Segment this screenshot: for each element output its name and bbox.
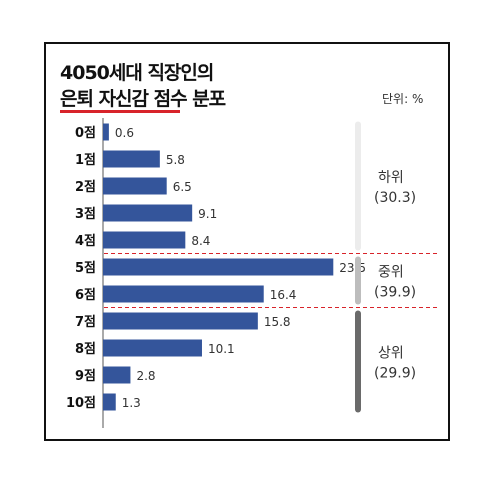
category-label: 7점 — [75, 315, 96, 330]
group-name: 하위 — [378, 170, 404, 186]
data-label: 8.4 — [191, 234, 210, 248]
bar — [103, 123, 109, 141]
chart-title-line2: 은퇴 자신감 점수 분포 — [60, 88, 226, 110]
category-label: 1점 — [75, 153, 96, 168]
category-label: 6점 — [75, 288, 96, 303]
bar — [103, 204, 193, 222]
title-underline — [60, 110, 180, 113]
group-total: (30.3) — [374, 190, 416, 206]
data-label: 16.4 — [270, 288, 297, 302]
category-label: 9점 — [75, 369, 96, 384]
mid-group-bracket — [355, 256, 361, 305]
category-label: 8점 — [75, 342, 96, 357]
category-label: 4점 — [75, 234, 96, 249]
data-label: 6.5 — [173, 180, 192, 194]
bar — [103, 339, 202, 357]
bar — [103, 231, 186, 249]
group-total: (29.9) — [374, 366, 416, 382]
high-group-bracket — [355, 310, 361, 413]
bar — [103, 312, 258, 330]
data-label: 0.6 — [115, 126, 134, 140]
bar — [103, 258, 334, 276]
data-label: 1.3 — [122, 396, 141, 410]
low-group-bracket — [355, 121, 361, 251]
data-label: 15.8 — [264, 315, 291, 329]
unit-label: 단위: % — [382, 92, 424, 106]
data-label: 9.1 — [198, 207, 217, 221]
bar — [103, 177, 167, 195]
category-label: 3점 — [75, 207, 96, 222]
group-total: (39.9) — [374, 285, 416, 301]
data-label: 10.1 — [208, 342, 235, 356]
group-name: 중위 — [378, 265, 404, 281]
data-label: 5.8 — [166, 153, 185, 167]
data-label: 2.8 — [136, 369, 155, 383]
group-name: 상위 — [378, 346, 404, 362]
bar — [103, 393, 116, 411]
category-label: 10점 — [66, 396, 96, 411]
category-label: 5점 — [75, 261, 96, 276]
category-label: 0점 — [75, 126, 96, 141]
data-label: 23.5 — [339, 261, 366, 275]
category-label: 2점 — [75, 180, 96, 195]
bar — [103, 150, 160, 168]
chart-title-line1: 4050세대 직장인의 — [60, 62, 214, 84]
bar — [103, 285, 264, 303]
bar — [103, 366, 131, 384]
